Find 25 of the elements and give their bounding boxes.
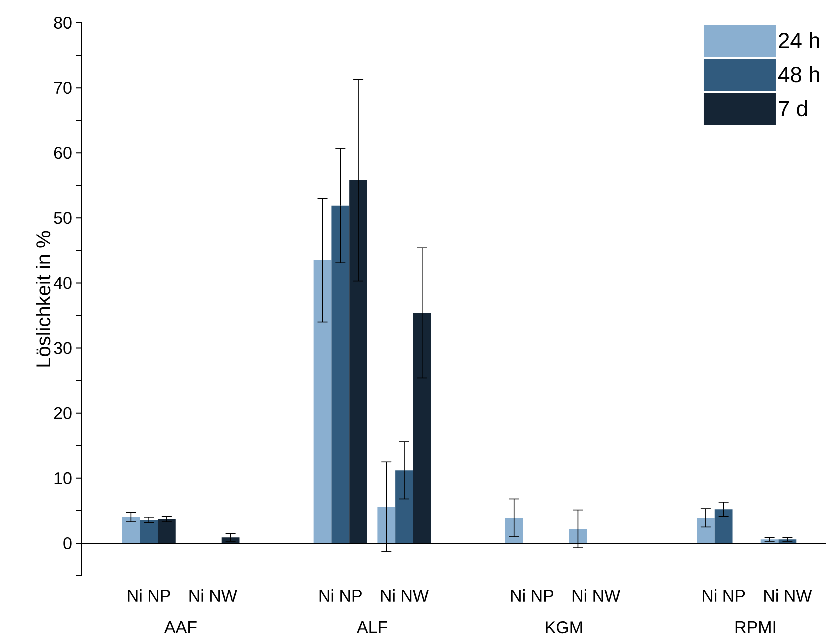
y-tick-label: 80 (54, 16, 72, 30)
y-tick-label: 0 (64, 537, 72, 550)
x-tick-label: Ni NW (764, 590, 812, 602)
legend-label: 24 h (779, 32, 820, 48)
x-tick-label: Ni NW (190, 590, 238, 602)
x-tick-label: Ni NP (703, 590, 746, 602)
legend-label: 48 h (778, 66, 820, 83)
y-tick-label: 30 (54, 342, 72, 354)
y-tick-label: 20 (54, 407, 72, 420)
text: ALF (357, 622, 388, 634)
x-tick-label: Ni NP (128, 590, 170, 602)
x-tick-label: Ni NW (381, 590, 429, 602)
y-tick-label: 70 (54, 82, 72, 94)
y-tick-label: 10 (54, 472, 72, 484)
legend-label: 7 d (779, 100, 808, 117)
x-tick-label: Ni NP (320, 590, 362, 602)
y-tick-label: 50 (54, 212, 72, 224)
x-tick-label: Ni NW (572, 590, 621, 602)
x-tick-label: Ni NP (511, 590, 554, 602)
text: RPMI (736, 622, 776, 634)
y-tick-label: 40 (54, 277, 72, 290)
y-tick-label: 60 (54, 147, 72, 160)
text: AAF (164, 622, 197, 634)
text: KGM (546, 622, 582, 634)
y-axis-title: Löslichkeit in % (36, 231, 51, 367)
